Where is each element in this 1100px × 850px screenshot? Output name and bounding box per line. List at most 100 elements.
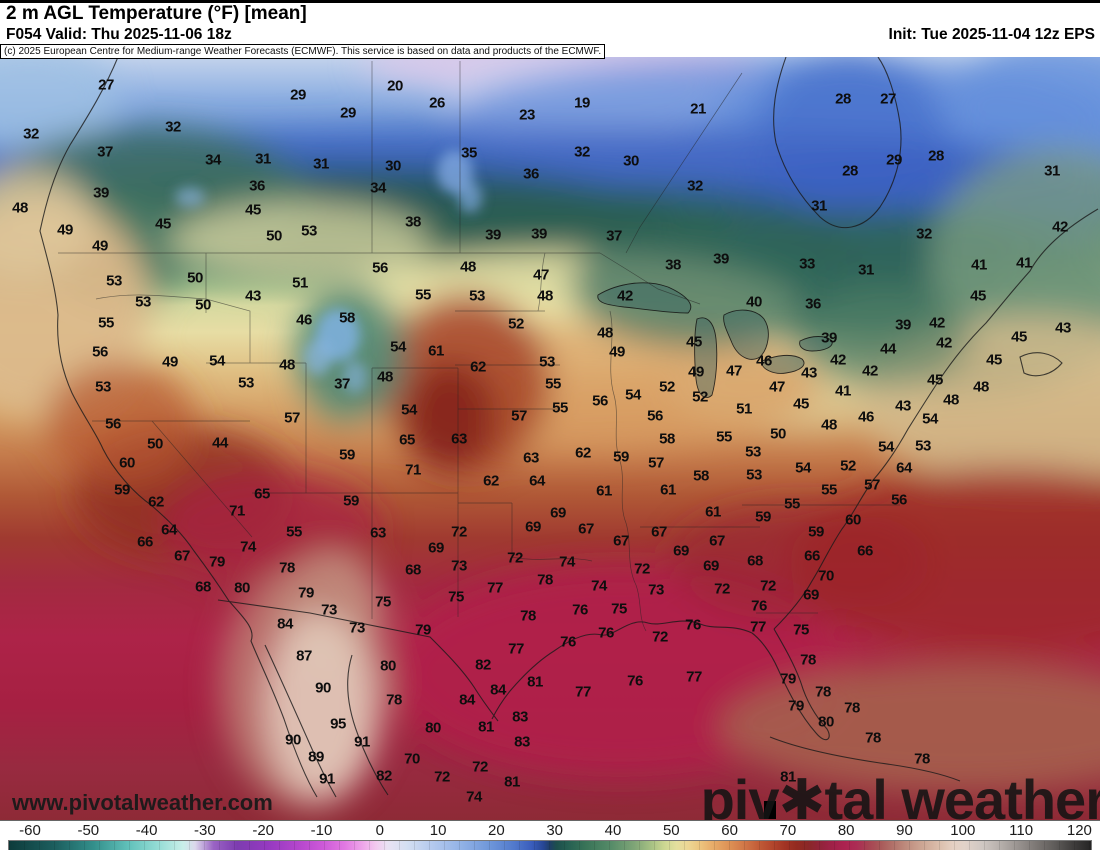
colorbar: -60 -50 -40 -30 -20 -10 0 10 20 30 40 50 60 70 80 90 100… (0, 821, 1100, 850)
temp-label: 72 (434, 768, 450, 786)
colorbar-tick: 0 (375, 822, 384, 839)
temp-label: 53 (95, 378, 111, 396)
temp-label: 52 (840, 457, 856, 475)
temp-label: 59 (755, 508, 771, 526)
colorbar-tick: 120 (1066, 822, 1092, 839)
temp-label: 52 (692, 388, 708, 406)
temp-label: 31 (858, 261, 874, 279)
temp-label: 47 (769, 378, 785, 396)
temp-label: 34 (205, 151, 221, 169)
temp-label: 31 (811, 197, 827, 215)
temp-label: 42 (936, 334, 952, 352)
temp-label: 78 (386, 691, 402, 709)
colorbar-tick: -60 (19, 822, 41, 839)
temp-label: 62 (575, 444, 591, 462)
temp-label: 48 (537, 287, 553, 305)
temp-label: 67 (174, 547, 190, 565)
brand-text-left: piv (700, 768, 780, 821)
temp-label: 64 (529, 472, 545, 490)
temp-label: 69 (550, 504, 566, 522)
temp-label: 81 (527, 673, 543, 691)
temp-label: 73 (349, 619, 365, 637)
colorbar-tick: -30 (194, 822, 216, 839)
temp-label: 49 (57, 221, 73, 239)
temp-label: 54 (922, 410, 938, 428)
temp-label: 49 (609, 343, 625, 361)
temp-label: 50 (266, 227, 282, 245)
temp-label: 67 (578, 520, 594, 538)
temp-label: 55 (545, 375, 561, 393)
temp-label: 79 (209, 553, 225, 571)
temp-label: 46 (858, 408, 874, 426)
temp-label: 69 (673, 542, 689, 560)
temp-label: 66 (857, 542, 873, 560)
temp-label: 53 (135, 293, 151, 311)
temp-label: 62 (470, 358, 486, 376)
temp-label: 64 (896, 459, 912, 477)
temp-label: 69 (525, 518, 541, 536)
temp-label: 42 (929, 314, 945, 332)
temp-label: 77 (686, 668, 702, 686)
temp-label: 54 (878, 438, 894, 456)
map-canvas[interactable]: 27 29 29 32 32 37 34 31 31 36 39 45 48 49 45 53 50 49 20 26… (0, 57, 1100, 821)
temp-label: 74 (240, 538, 256, 556)
temp-label: 34 (370, 179, 386, 197)
temp-label: 45 (970, 287, 986, 305)
masked-marker (764, 801, 776, 819)
temp-label: 78 (279, 559, 295, 577)
temp-label: 60 (119, 454, 135, 472)
temp-label: 61 (428, 342, 444, 360)
temp-label: 78 (520, 607, 536, 625)
temp-label: 90 (315, 679, 331, 697)
temp-label: 31 (255, 150, 271, 168)
temp-label: 33 (799, 255, 815, 273)
temp-label: 32 (23, 125, 39, 143)
temp-label: 42 (617, 287, 633, 305)
temp-label: 56 (647, 407, 663, 425)
temp-label: 65 (254, 485, 270, 503)
temp-label: 89 (308, 748, 324, 766)
temp-label: 36 (523, 165, 539, 183)
temp-label: 41 (1016, 254, 1032, 272)
temp-label: 58 (693, 467, 709, 485)
init-time-label: Init: Tue 2025-11-04 12z EPS (888, 26, 1095, 43)
temp-label: 48 (460, 258, 476, 276)
temp-label: 95 (330, 715, 346, 733)
temp-label: 68 (747, 552, 763, 570)
temp-label: 80 (380, 657, 396, 675)
temp-label: 80 (425, 719, 441, 737)
temp-label: 39 (713, 250, 729, 268)
colorbar-tick: 70 (779, 822, 797, 839)
temp-label: 61 (596, 482, 612, 500)
temp-label: 79 (415, 621, 431, 639)
temp-label: 55 (415, 286, 431, 304)
temp-label: 45 (986, 351, 1002, 369)
temp-label: 80 (234, 579, 250, 597)
temp-label: 84 (277, 615, 293, 633)
temp-label: 51 (292, 274, 308, 292)
temp-label: 42 (1052, 218, 1068, 236)
temp-label: 50 (770, 425, 786, 443)
temp-label: 72 (760, 577, 776, 595)
temp-label: 74 (559, 553, 575, 571)
colorbar-tick: -40 (135, 822, 158, 839)
temp-label: 57 (864, 476, 880, 494)
temp-label: 69 (703, 557, 719, 575)
temp-label: 65 (399, 431, 415, 449)
temp-label: 36 (249, 177, 265, 195)
temp-label: 78 (844, 699, 860, 717)
temp-label: 54 (625, 386, 641, 404)
temp-label: 77 (750, 618, 766, 636)
temp-label: 76 (685, 616, 701, 634)
temp-label: 82 (475, 656, 491, 674)
temp-label: 50 (187, 269, 203, 287)
temp-label: 44 (212, 434, 228, 452)
temp-label: 45 (686, 333, 702, 351)
temp-label: 45 (155, 215, 171, 233)
colorbar-tick: 90 (896, 822, 913, 839)
temp-label: 39 (485, 226, 501, 244)
colorbar-ticks: -60 -50 -40 -30 -20 -10 0 10 20 30 40 50 60 70 80 90 100… (0, 822, 1100, 839)
temp-label: 78 (800, 651, 816, 669)
colorbar-tick: 50 (662, 822, 680, 839)
temp-label: 77 (575, 683, 591, 701)
